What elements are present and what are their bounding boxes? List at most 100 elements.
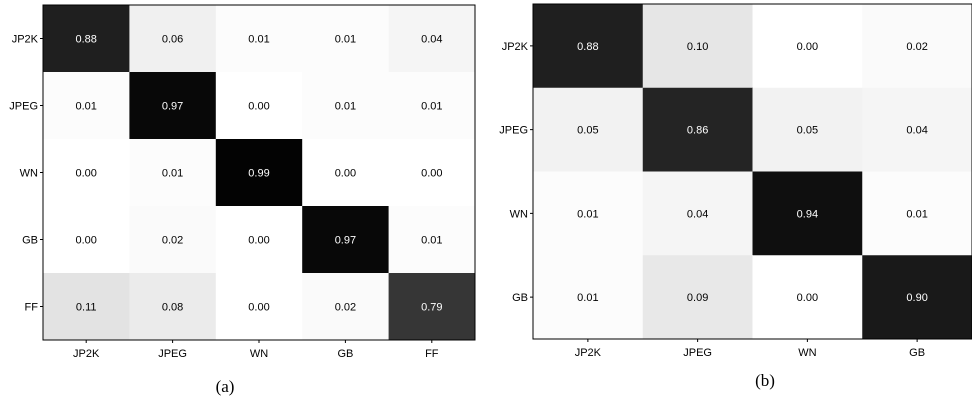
cell-b-r3-c3 bbox=[862, 255, 972, 340]
cell-value-a-r4-c3: 0.02 bbox=[335, 302, 356, 314]
cell-value-a-r0-c1: 0.06 bbox=[162, 34, 183, 46]
cell-value-b-r0-c0: 0.88 bbox=[577, 41, 598, 53]
cell-a-r3-c1 bbox=[129, 206, 217, 274]
cell-a-r2-c0 bbox=[43, 139, 130, 207]
y-tick-label-a-2: WN bbox=[20, 168, 38, 180]
cell-b-r0-c1 bbox=[642, 4, 753, 89]
cell-value-b-r2-c1: 0.04 bbox=[687, 208, 708, 220]
cell-b-r1-c0 bbox=[533, 87, 644, 172]
cell-b-r0-c3 bbox=[862, 4, 972, 89]
cell-a-r1-c0 bbox=[43, 72, 130, 140]
cell-a-r0-c0 bbox=[43, 5, 130, 73]
y-tick-label-b-3: GB bbox=[512, 292, 528, 304]
cell-b-r3-c0 bbox=[533, 255, 644, 340]
cell-b-r2-c2 bbox=[752, 171, 863, 256]
y-tick-label-b-0: JP2K bbox=[502, 41, 529, 53]
cell-b-r1-c3 bbox=[862, 87, 972, 172]
y-tick-label-a-1: JPEG bbox=[9, 101, 38, 113]
cell-a-r3-c0 bbox=[43, 206, 130, 274]
cell-value-b-r2-c3: 0.01 bbox=[906, 208, 927, 220]
cell-a-r0-c3 bbox=[302, 5, 390, 73]
x-tick-label-b-1: JPEG bbox=[683, 347, 712, 359]
cell-a-r1-c2 bbox=[215, 72, 303, 140]
y-tick-label-a-4: FF bbox=[25, 302, 39, 314]
cell-a-r2-c1 bbox=[129, 139, 217, 207]
cell-value-b-r3-c0: 0.01 bbox=[577, 292, 598, 304]
cell-value-a-r3-c3: 0.97 bbox=[335, 235, 356, 247]
cell-value-a-r4-c1: 0.08 bbox=[162, 302, 183, 314]
x-tick-label-a-4: FF bbox=[425, 348, 439, 360]
cell-a-r4-c0 bbox=[43, 273, 130, 341]
plot-frame-b bbox=[532, 3, 972, 340]
cell-value-b-r0-c2: 0.00 bbox=[797, 41, 818, 53]
cell-a-r4-c1 bbox=[129, 273, 217, 341]
cell-a-r1-c3 bbox=[302, 72, 390, 140]
cell-a-r4-c3 bbox=[302, 273, 390, 341]
cell-a-r1-c4 bbox=[388, 72, 476, 140]
cell-value-a-r1-c0: 0.01 bbox=[75, 101, 96, 113]
cell-a-r0-c2 bbox=[215, 5, 303, 73]
cell-value-b-r1-c0: 0.05 bbox=[577, 125, 598, 137]
heatmap-b-svg: 0.88 0.10 0.00 0.02 0.05 0.86 0.05 0.04 0.01 0.04… bbox=[499, 3, 972, 359]
cell-value-b-r1-c2: 0.05 bbox=[797, 125, 818, 137]
cell-a-r3-c2 bbox=[215, 206, 303, 274]
y-tick-label-a-0: JP2K bbox=[12, 34, 39, 46]
cell-b-r1-c1 bbox=[642, 87, 753, 172]
cell-a-r0-c1 bbox=[129, 5, 217, 73]
x-tick-label-a-1: JPEG bbox=[158, 348, 187, 360]
cell-value-a-r1-c1: 0.97 bbox=[162, 101, 183, 113]
cell-value-a-r1-c3: 0.01 bbox=[335, 101, 356, 113]
cell-b-r0-c2 bbox=[752, 4, 863, 89]
y-tick-label-b-2: WN bbox=[510, 208, 528, 220]
cell-b-r1-c2 bbox=[752, 87, 863, 172]
cell-value-b-r3-c1: 0.09 bbox=[687, 292, 708, 304]
cell-value-a-r2-c2: 0.99 bbox=[248, 168, 269, 180]
confusion-matrix-a: 0.88 0.06 0.01 0.01 0.04 0.01 0.97 0.00 0.01 0.01… bbox=[9, 4, 476, 396]
cell-b-r2-c0 bbox=[533, 171, 644, 256]
cell-value-b-r0-c3: 0.02 bbox=[906, 41, 927, 53]
cell-value-b-r0-c1: 0.10 bbox=[687, 41, 708, 53]
cell-value-b-r3-c3: 0.90 bbox=[906, 292, 927, 304]
x-tick-label-b-3: GB bbox=[909, 347, 925, 359]
cell-value-a-r4-c0: 0.11 bbox=[76, 302, 97, 314]
cell-value-a-r0-c0: 0.88 bbox=[75, 34, 96, 46]
cell-a-r0-c4 bbox=[388, 5, 476, 73]
cell-value-b-r1-c1: 0.86 bbox=[687, 125, 708, 137]
cell-a-r2-c3 bbox=[302, 139, 390, 207]
cell-value-a-r0-c3: 0.01 bbox=[335, 34, 356, 46]
cell-value-a-r3-c2: 0.00 bbox=[248, 235, 269, 247]
cell-a-r4-c2 bbox=[215, 273, 303, 341]
cell-value-b-r2-c0: 0.01 bbox=[577, 208, 598, 220]
heatmap-a-svg: 0.88 0.06 0.01 0.01 0.04 0.01 0.97 0.00 0.01 0.01… bbox=[9, 4, 476, 360]
cell-b-r3-c1 bbox=[642, 255, 753, 340]
cell-b-r3-c2 bbox=[752, 255, 863, 340]
cell-value-b-r3-c2: 0.00 bbox=[797, 292, 818, 304]
cell-value-a-r3-c1: 0.02 bbox=[162, 235, 183, 247]
x-tick-label-b-2: WN bbox=[798, 347, 816, 359]
cell-value-a-r2-c0: 0.00 bbox=[75, 168, 96, 180]
y-tick-label-b-1: JPEG bbox=[499, 125, 528, 137]
cell-a-r2-c4 bbox=[388, 139, 476, 207]
confusion-matrix-b: 0.88 0.10 0.00 0.02 0.05 0.86 0.05 0.04 0.01 0.04… bbox=[490, 0, 972, 403]
cell-a-r3-c3 bbox=[302, 206, 390, 274]
caption-b: (b) bbox=[755, 371, 775, 390]
cell-a-r3-c4 bbox=[388, 206, 476, 274]
cell-value-a-r2-c1: 0.01 bbox=[162, 168, 183, 180]
cell-a-r2-c2 bbox=[215, 139, 303, 207]
cell-value-a-r4-c2: 0.00 bbox=[248, 302, 269, 314]
cell-value-a-r4-c4: 0.79 bbox=[421, 302, 442, 314]
cell-value-a-r1-c4: 0.01 bbox=[421, 101, 442, 113]
cell-b-r2-c3 bbox=[862, 171, 972, 256]
cell-a-r4-c4 bbox=[388, 273, 476, 341]
x-tick-label-a-2: WN bbox=[250, 348, 268, 360]
cell-value-a-r0-c4: 0.04 bbox=[421, 34, 442, 46]
cell-value-a-r0-c2: 0.01 bbox=[248, 34, 269, 46]
y-tick-label-a-3: GB bbox=[22, 235, 38, 247]
cell-value-b-r1-c3: 0.04 bbox=[906, 125, 927, 137]
cell-value-a-r3-c0: 0.00 bbox=[75, 235, 96, 247]
cell-b-r2-c1 bbox=[642, 171, 753, 256]
cell-value-a-r3-c4: 0.01 bbox=[421, 235, 442, 247]
x-tick-label-a-3: GB bbox=[337, 348, 353, 360]
cell-a-r1-c1 bbox=[129, 72, 217, 140]
cell-b-r0-c0 bbox=[533, 4, 644, 89]
